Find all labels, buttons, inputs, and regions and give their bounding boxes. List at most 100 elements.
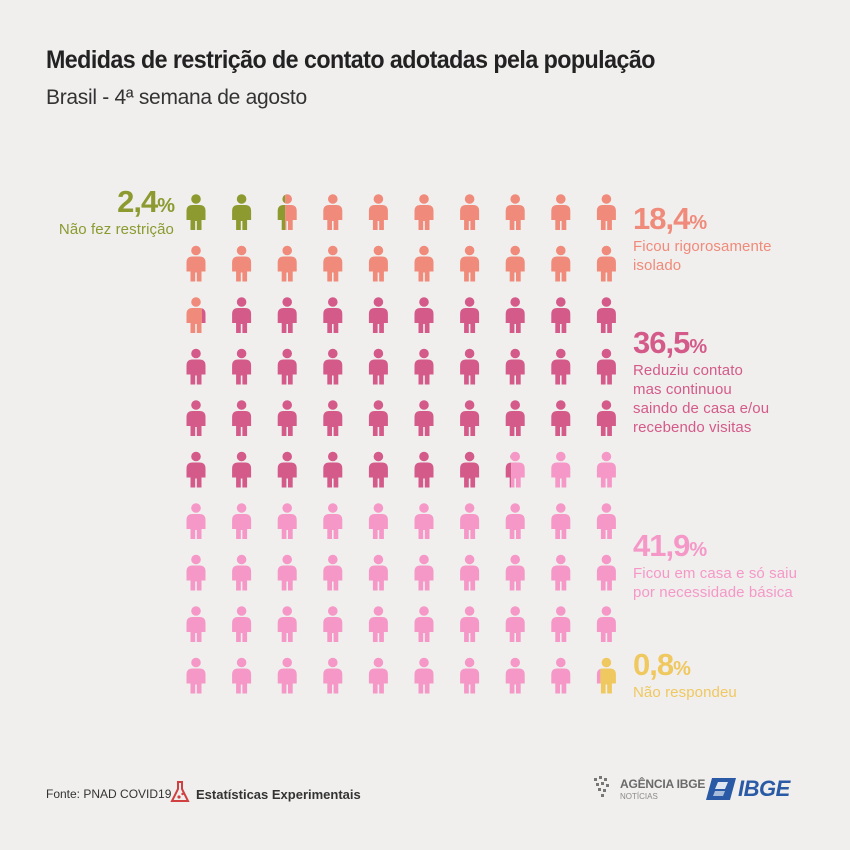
person-icon [551,348,571,385]
person-icon [460,657,480,694]
person-icon [596,451,616,488]
chart-title: Medidas de restrição de contato adotadas… [46,46,655,74]
person-icon [323,194,343,230]
person-icon [596,606,616,642]
person-icon [232,245,252,282]
person-icon [596,297,616,333]
person-icon [323,451,343,488]
person-icon [414,606,434,642]
person-icon [551,554,571,591]
label-reduziu: 36,5% Reduziu contato mas continuou sain… [633,327,769,437]
person-icon [232,194,252,230]
person-icon [414,245,434,282]
person-icon [186,348,206,385]
person-icon [505,400,525,436]
person-icon [551,245,571,282]
person-icon [186,245,206,282]
ibge-text: IBGE [738,776,790,801]
flask-icon [170,781,190,802]
person-icon [186,400,206,436]
person-icon [368,657,388,694]
person-icon [277,297,297,333]
person-icon [414,348,434,385]
person-icon [232,503,252,539]
person-icon [551,657,571,694]
person-icon [186,606,206,642]
person-icon [186,554,206,591]
source-text: Fonte: PNAD COVID19 [46,787,172,801]
agencia-ibge-logo-icon [594,776,609,797]
person-icon [277,554,297,591]
person-icon [551,451,571,488]
person-icon [368,400,388,436]
person-icon [505,554,525,591]
person-icon [460,606,480,642]
desc-nao-resp: Não respondeu [633,684,737,701]
person-icon [551,606,571,642]
person-icon [232,657,252,694]
person-icon [460,194,480,230]
pct-reduziu: 36,5% [633,325,707,360]
agencia-subtitle: NOTÍCIAS [620,792,658,801]
person-icon [551,297,571,333]
desc-reduziu: Reduziu contato mas continuou saindo de … [633,362,770,436]
person-icon [323,606,343,642]
person-icon [596,400,616,436]
person-icon [277,348,297,385]
person-icon [232,400,252,436]
person-icon [505,503,525,539]
person-icon [414,400,434,436]
person-icon [460,451,480,488]
person-icon [277,400,297,436]
desc-nao-fez: Não fez restrição [58,221,174,238]
person-icon [460,245,480,282]
pct-isolado: 18,4% [633,201,707,236]
person-icon [323,554,343,591]
pct-nao-resp: 0,8% [633,647,691,682]
person-icon [232,297,252,333]
person-icon [277,245,297,282]
person-icon [414,194,434,230]
person-icon [186,657,206,694]
person-icon [368,194,388,230]
desc-isolado: Ficou rigorosamente isolado [633,238,772,274]
pct-nao-fez: 2,4% [117,184,175,219]
person-icon [323,348,343,385]
person-icon [551,503,571,539]
person-icon [277,194,297,230]
agencia-title: AGÊNCIA IBGE [620,777,706,791]
person-icon [232,348,252,385]
label-nao-resp: 0,8% Não respondeu [633,649,737,702]
desc-ficou: Ficou em casa e só saiu por necessidade … [633,565,798,601]
person-icon [232,451,252,488]
person-icon [323,400,343,436]
person-icon [596,657,616,694]
experimental-text: Estatísticas Experimentais [196,787,361,802]
person-icon [505,194,525,230]
person-icon [596,245,616,282]
person-icon [460,400,480,436]
person-icon [368,503,388,539]
ibge-logo-icon [706,778,736,800]
label-ficou: 41,9% Ficou em casa e só saiu por necess… [633,530,797,602]
person-icon [505,606,525,642]
person-icon [186,297,206,333]
person-icon [414,503,434,539]
person-icon [505,348,525,385]
person-icon [368,348,388,385]
person-icon [323,297,343,333]
person-icon [368,451,388,488]
person-icon [323,657,343,694]
person-icon [414,297,434,333]
person-icon [551,400,571,436]
person-icon [460,503,480,539]
person-icon [505,245,525,282]
person-icon [232,606,252,642]
pct-ficou: 41,9% [633,528,707,563]
person-icon [186,194,206,230]
person-icon [414,554,434,591]
person-icon [596,348,616,385]
person-icon [414,657,434,694]
chart-subtitle: Brasil - 4ª semana de agosto [46,86,307,109]
